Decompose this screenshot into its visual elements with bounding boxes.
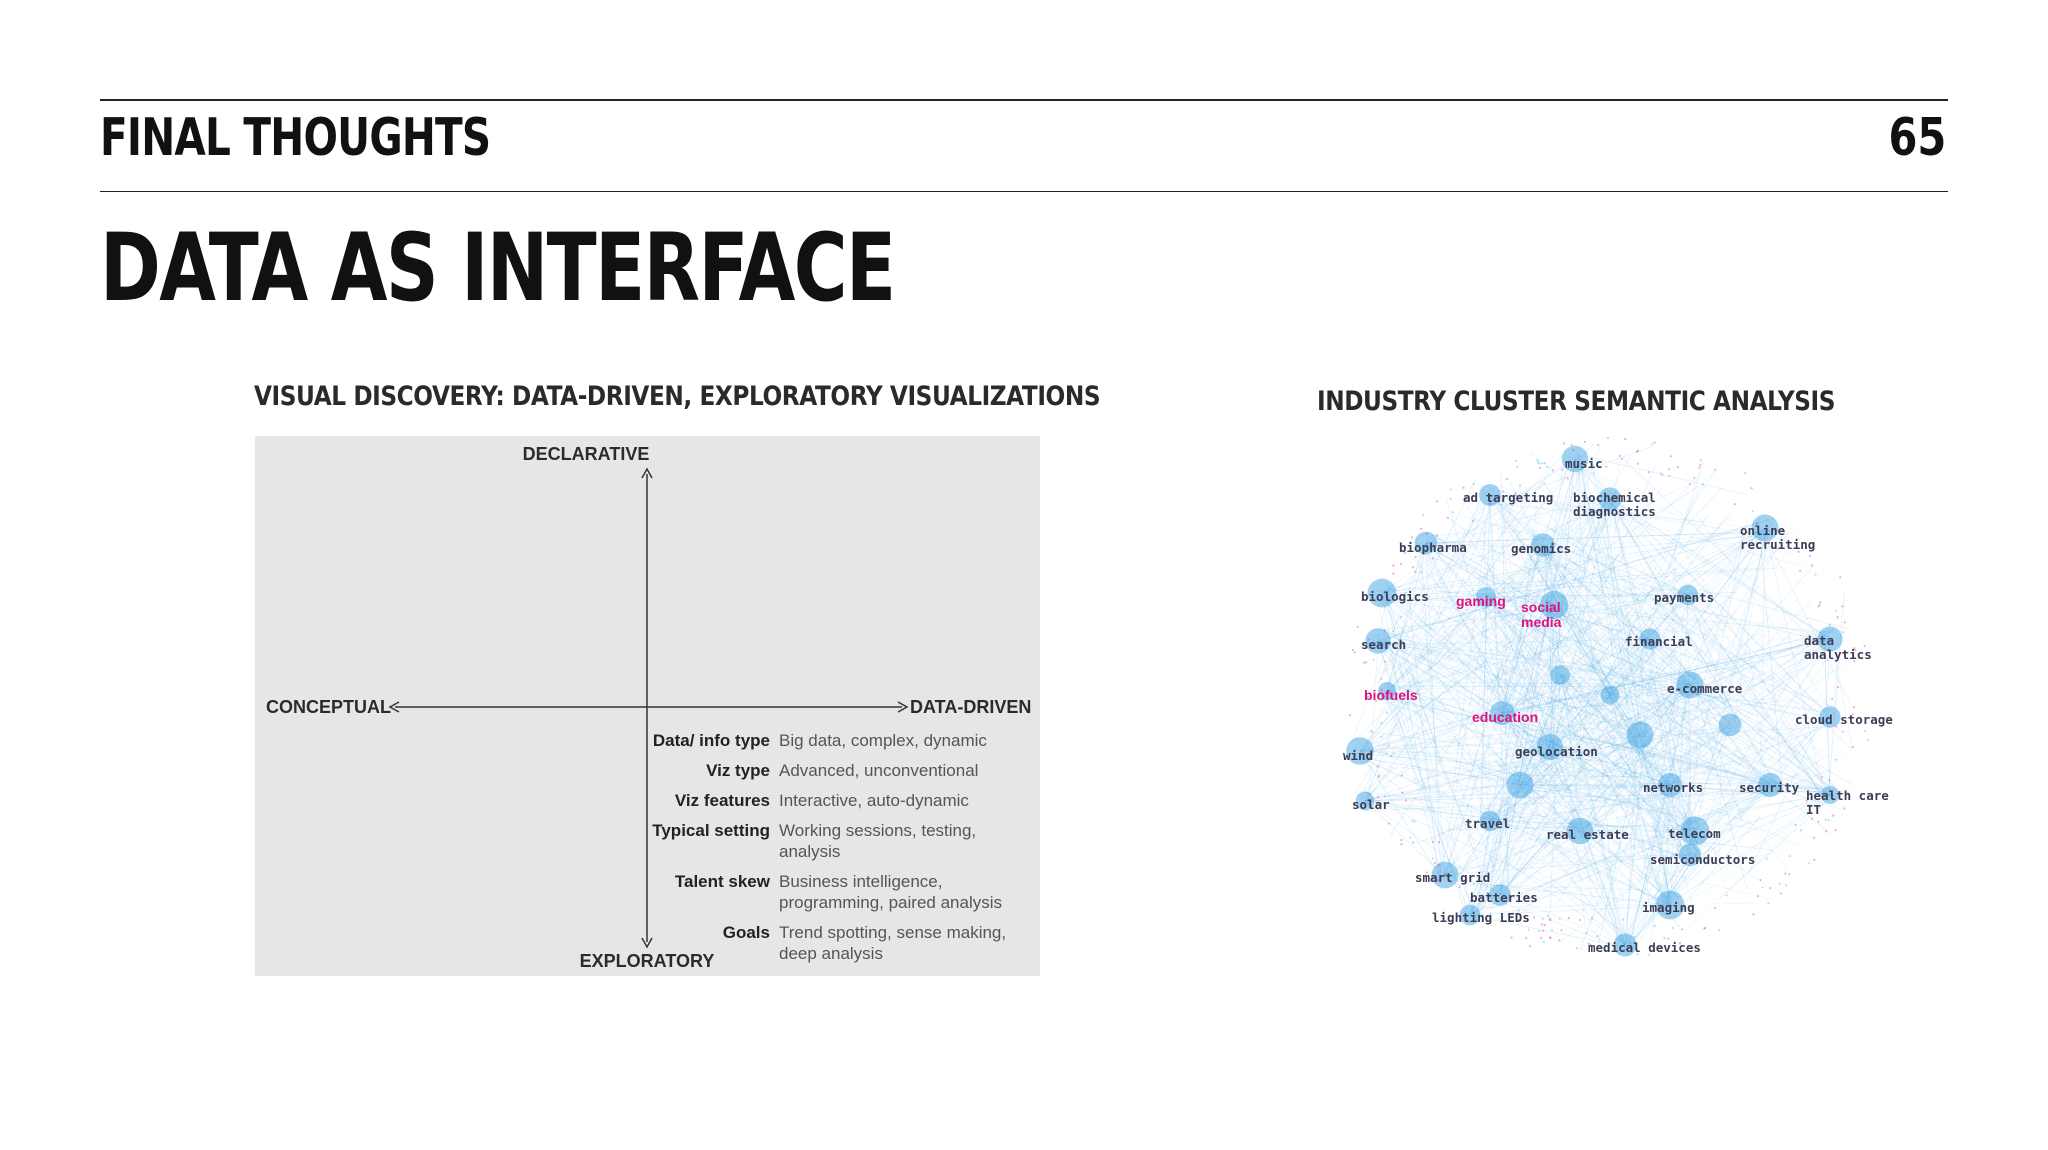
row-label: Data/ info type bbox=[652, 731, 770, 750]
axis-label-declarative: DECLARATIVE bbox=[522, 444, 650, 464]
cluster-label: genomics bbox=[1511, 541, 1572, 556]
cluster-label: batteries bbox=[1470, 890, 1538, 905]
section-label: FINAL THOUGHTS bbox=[100, 108, 491, 168]
characteristics-table: Data/ info type Big data, complex, dynam… bbox=[645, 730, 1035, 973]
axis-label-exploratory: EXPLORATORY bbox=[579, 951, 715, 971]
cluster-label: security bbox=[1739, 780, 1800, 795]
industry-cluster-title: INDUSTRY CLUSTER SEMANTIC ANALYSIS bbox=[1317, 386, 1836, 417]
cluster-label: geolocation bbox=[1515, 744, 1598, 759]
page-number: 65 bbox=[1888, 108, 1946, 168]
visual-discovery-title: VISUAL DISCOVERY: DATA-DRIVEN, EXPLORATO… bbox=[254, 381, 1101, 412]
arrow-up-icon bbox=[641, 467, 653, 479]
cluster-label: semiconductors bbox=[1650, 852, 1756, 867]
row-value: Business intelligence, programming, pair… bbox=[779, 872, 1002, 912]
network-edges bbox=[1350, 442, 1854, 955]
arrow-right-icon bbox=[897, 701, 909, 713]
row-label: Talent skew bbox=[674, 872, 770, 891]
industry-cluster-network: music ad targeting biochemical diagnosti… bbox=[1310, 425, 1930, 985]
visual-discovery-panel: DECLARATIVE EXPLORATORY CONCEPTUAL DATA-… bbox=[255, 436, 1040, 976]
row-label: Typical setting bbox=[652, 821, 770, 840]
cluster-label: telecom bbox=[1668, 826, 1721, 841]
cluster-label: travel bbox=[1465, 816, 1511, 831]
cluster-label: search bbox=[1361, 637, 1407, 652]
cluster-label: biologics bbox=[1361, 589, 1429, 604]
cluster-label: payments bbox=[1654, 590, 1715, 605]
cluster-label: financial bbox=[1625, 634, 1693, 649]
axis-label-conceptual: CONCEPTUAL bbox=[266, 697, 391, 717]
table-row: Goals Trend spotting, sense making, deep… bbox=[645, 922, 1035, 973]
network-graph bbox=[1346, 436, 1870, 957]
cluster-label: biochemical diagnostics bbox=[1573, 490, 1656, 519]
quadrant-axes bbox=[388, 467, 909, 949]
network-hubs bbox=[1346, 445, 1843, 957]
cluster-label: biopharma bbox=[1399, 540, 1467, 555]
row-value: Trend spotting, sense making, deep analy… bbox=[779, 923, 1007, 963]
cluster-label: health care IT bbox=[1806, 788, 1889, 817]
cluster-label: cloud storage bbox=[1795, 712, 1893, 727]
cluster-label: real estate bbox=[1546, 827, 1629, 842]
header-top-rule bbox=[100, 99, 1948, 101]
cluster-label: solar bbox=[1352, 797, 1390, 812]
table-row: Viz type Advanced, unconventional bbox=[645, 760, 1035, 790]
cluster-label: lighting LEDs bbox=[1432, 910, 1530, 925]
cluster-label: networks bbox=[1643, 780, 1704, 795]
row-value: Working sessions, testing, analysis bbox=[779, 821, 977, 861]
table-row: Viz features Interactive, auto-dynamic bbox=[645, 790, 1035, 820]
cluster-label: data analytics bbox=[1804, 633, 1872, 662]
cluster-label: medical devices bbox=[1588, 940, 1701, 955]
header-bottom-rule bbox=[100, 191, 1948, 192]
row-label: Viz type bbox=[706, 761, 770, 780]
arrow-left-icon bbox=[388, 701, 400, 713]
row-value: Interactive, auto-dynamic bbox=[779, 791, 969, 810]
axis-label-data-driven: DATA-DRIVEN bbox=[910, 697, 1032, 717]
cluster-label: wind bbox=[1343, 748, 1374, 763]
cluster-label-highlighted: social media bbox=[1521, 599, 1562, 630]
table-row: Data/ info type Big data, complex, dynam… bbox=[645, 730, 1035, 760]
row-label: Goals bbox=[722, 923, 770, 942]
slide-title: DATA AS INTERFACE bbox=[100, 214, 896, 323]
table-row: Talent skew Business intelligence, progr… bbox=[645, 871, 1035, 922]
row-value: Big data, complex, dynamic bbox=[779, 731, 987, 750]
cluster-label-highlighted: education bbox=[1472, 709, 1539, 725]
row-value: Advanced, unconventional bbox=[779, 761, 979, 780]
arrow-down-icon bbox=[641, 937, 653, 949]
table-row: Typical setting Working sessions, testin… bbox=[645, 820, 1035, 871]
cluster-label: ad targeting bbox=[1463, 490, 1554, 505]
cluster-label: music bbox=[1565, 456, 1603, 471]
network-nodes bbox=[1348, 436, 1870, 956]
row-label: Viz features bbox=[674, 791, 770, 810]
cluster-label: imaging bbox=[1642, 900, 1695, 915]
cluster-label-highlighted: gaming bbox=[1456, 593, 1506, 609]
cluster-label-highlighted: biofuels bbox=[1364, 687, 1418, 703]
cluster-label: e-commerce bbox=[1667, 681, 1743, 696]
cluster-label: online recruiting bbox=[1740, 523, 1816, 552]
cluster-label: smart grid bbox=[1415, 870, 1491, 885]
